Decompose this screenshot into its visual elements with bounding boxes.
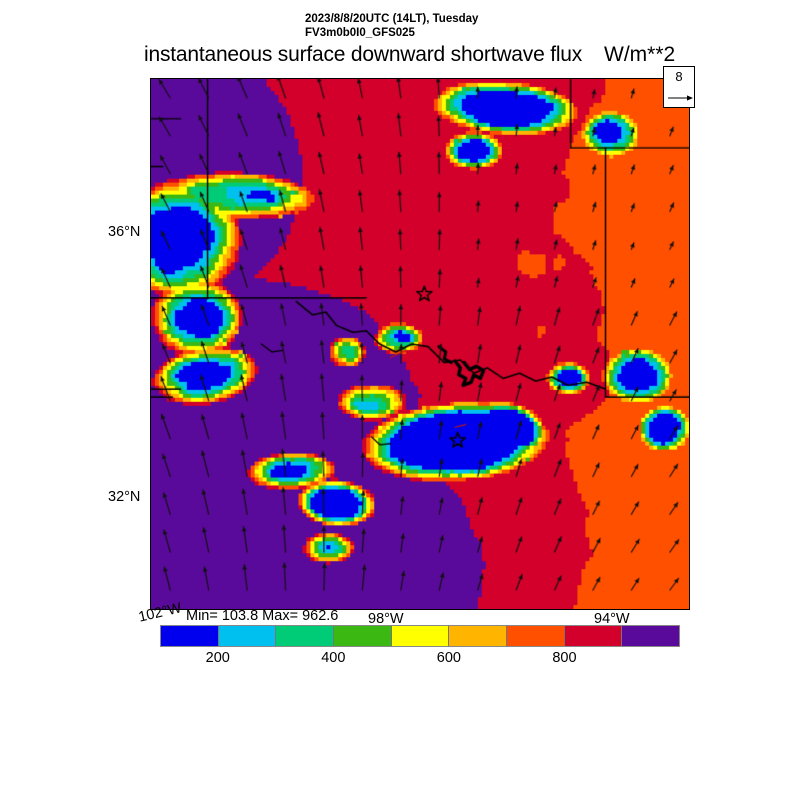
colorbar-swatch-yellow bbox=[391, 626, 450, 646]
colorbar-swatches bbox=[160, 625, 680, 647]
lat-tick-32n: 32°N bbox=[108, 489, 141, 505]
colorbar-tick-200: 200 bbox=[205, 650, 230, 666]
colorbar-swatch-cyan bbox=[218, 626, 277, 646]
lon-tick-94w: 94°W bbox=[594, 611, 630, 627]
colorbar-swatch-blue bbox=[161, 626, 219, 646]
lon-tick-98w: 98°W bbox=[368, 611, 404, 627]
vector-reference-value: 8 bbox=[675, 69, 683, 84]
colorbar-swatch-light-green bbox=[334, 626, 392, 646]
colorbar-tick-400: 400 bbox=[321, 650, 346, 666]
page-title: instantaneous surface downward shortwave… bbox=[144, 43, 583, 66]
shortwave-flux-heatmap bbox=[151, 79, 689, 609]
subtitle-block: 2023/8/8/20UTC (14LT), Tuesday FV3m0b0I0… bbox=[305, 13, 478, 40]
lon-tick-102w: 102°W bbox=[137, 600, 184, 626]
arrow-right-icon bbox=[668, 95, 693, 101]
minmax-annotation: Min= 103.8 Max= 962.6 bbox=[186, 608, 339, 624]
map-plot-area[interactable] bbox=[150, 78, 690, 610]
model-line: FV3m0b0I0_GFS025 bbox=[305, 26, 415, 39]
colorbar-swatch-green bbox=[276, 626, 335, 646]
vector-reference-legend: 8 bbox=[663, 66, 695, 108]
colorbar-swatch-orange bbox=[449, 626, 508, 646]
datetime-line: 2023/8/8/20UTC (14LT), Tuesday bbox=[305, 13, 479, 25]
lat-tick-36n: 36°N bbox=[108, 224, 141, 240]
colorbar bbox=[160, 625, 680, 647]
units-label: W/m**2 bbox=[604, 43, 676, 66]
colorbar-tick-800: 800 bbox=[552, 650, 577, 666]
colorbar-tick-600: 600 bbox=[436, 650, 461, 666]
colorbar-swatch-red bbox=[564, 626, 623, 646]
colorbar-swatch-red-orange bbox=[507, 626, 565, 646]
colorbar-swatch-purple bbox=[622, 626, 680, 646]
